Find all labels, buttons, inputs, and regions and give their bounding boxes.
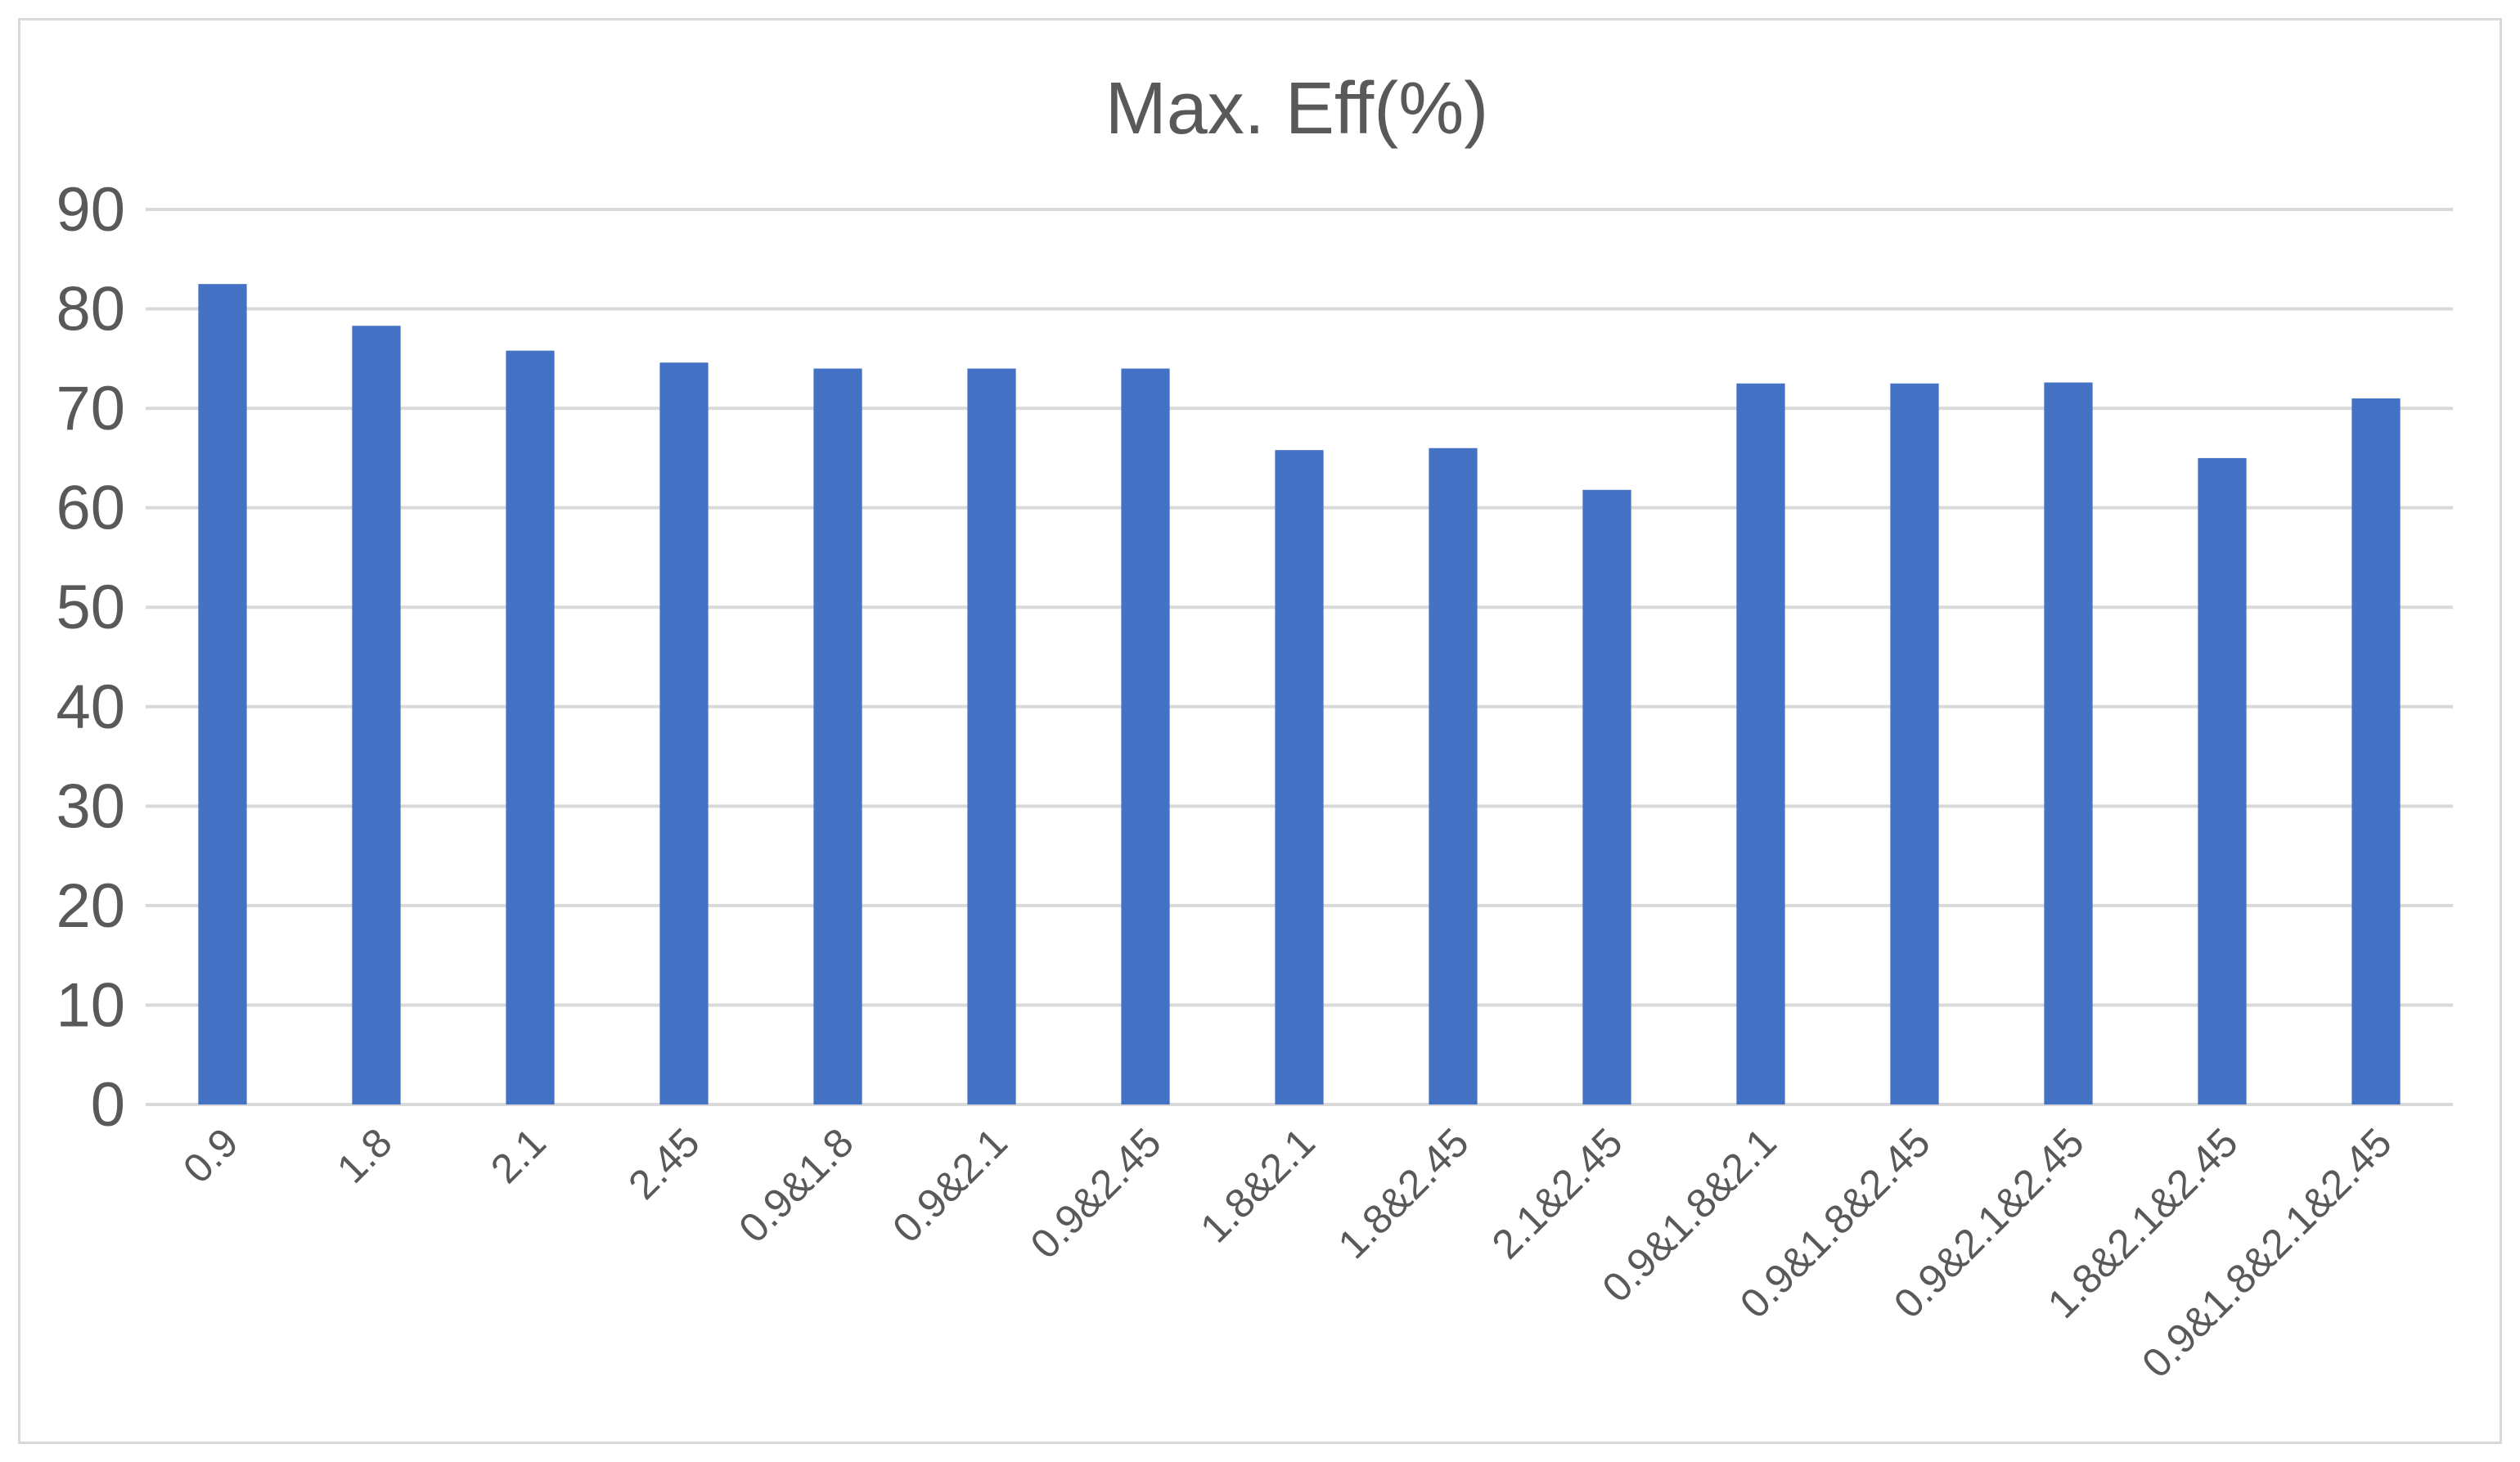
bar — [1890, 383, 1939, 1104]
bars — [198, 284, 2401, 1105]
x-axis-tick-labels: 0.9 1.8 2.1 2.45 0.9&1.8 0.9&2.1 0.9&2.45 1.8&2… — [174, 1119, 2401, 1387]
x-tick-label: 0.9&1.8 — [730, 1119, 862, 1251]
y-tick-label: 60 — [56, 474, 125, 543]
bar — [1429, 448, 1478, 1104]
y-axis-tick-labels: 0 10 20 30 40 50 60 70 80 90 — [56, 175, 125, 1140]
x-tick-label: 1.8&2.45 — [1330, 1119, 1478, 1267]
y-tick-label: 30 — [56, 771, 125, 841]
y-tick-label: 0 — [91, 1070, 125, 1140]
bar — [352, 326, 401, 1105]
chart-title: Max. Eff(%) — [1105, 68, 1488, 150]
x-tick-label: 1.8&2.1 — [1191, 1119, 1323, 1251]
bar — [2198, 457, 2247, 1104]
y-tick-label: 50 — [56, 573, 125, 642]
bar — [1275, 450, 1324, 1104]
x-tick-label: 0.9&2.45 — [1022, 1119, 1170, 1267]
bar — [506, 350, 555, 1104]
bar — [659, 362, 709, 1104]
x-tick-label: 2.1 — [482, 1119, 555, 1192]
y-tick-label: 70 — [56, 374, 125, 443]
y-tick-label: 80 — [56, 275, 125, 344]
x-tick-label: 0.9&2.1 — [884, 1119, 1015, 1251]
y-tick-label: 90 — [56, 175, 125, 245]
y-tick-label: 10 — [56, 970, 125, 1040]
x-tick-label: 0.9 — [174, 1119, 247, 1192]
bar — [1582, 489, 1631, 1104]
bar-chart: Max. Eff(%) 0 10 20 30 40 50 60 70 80 90 0.9 1.8 2.… — [56, 68, 2453, 1387]
bar — [2351, 398, 2401, 1104]
bar — [198, 284, 247, 1105]
x-tick-label: 2.1&2.45 — [1483, 1119, 1631, 1267]
x-tick-label: 2.45 — [619, 1119, 708, 1208]
x-tick-label: 1.8 — [328, 1119, 401, 1192]
bar — [813, 368, 862, 1104]
bar — [1121, 368, 1170, 1104]
chart-frame: Max. Eff(%) 0 10 20 30 40 50 60 70 80 90 0.9 1.8 2.… — [18, 18, 2502, 1444]
bar — [967, 368, 1016, 1104]
bar — [2044, 382, 2093, 1104]
y-tick-label: 20 — [56, 871, 125, 941]
bar — [1736, 383, 1785, 1104]
y-tick-label: 40 — [56, 673, 125, 742]
